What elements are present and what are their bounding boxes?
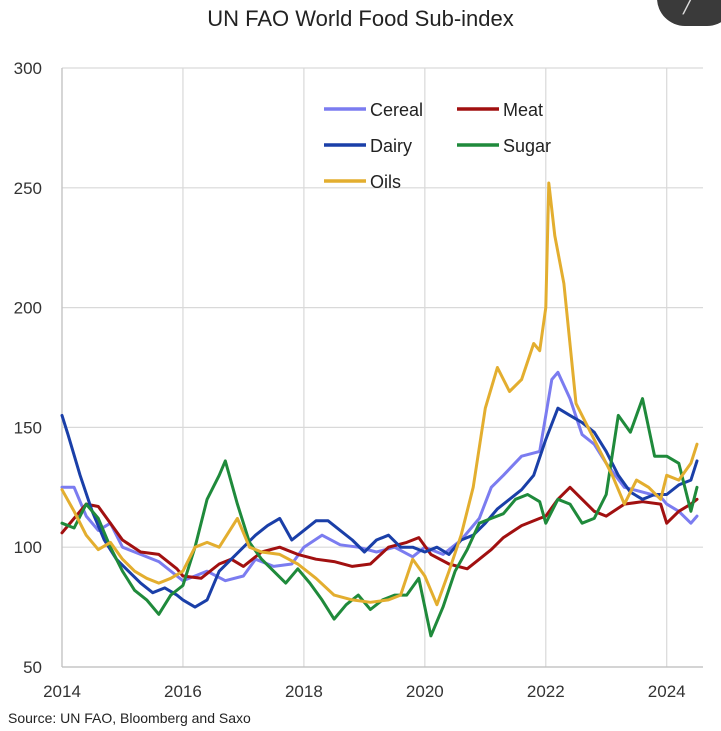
series-line-meat	[60, 485, 699, 580]
x-tick-label: 2020	[406, 682, 444, 701]
legend-label-meat: Meat	[503, 100, 543, 120]
legend-label-dairy: Dairy	[370, 136, 412, 156]
series-line-dairy	[60, 406, 699, 609]
chart-title: UN FAO World Food Sub-index	[207, 6, 514, 31]
y-tick-label: 50	[23, 658, 42, 677]
series-line-cereal	[60, 370, 699, 583]
y-tick-label: 200	[14, 299, 42, 318]
x-tick-label: 2016	[164, 682, 202, 701]
axes: 50 100 150 200 250 300 2014 2016 2018 2020 2022 202…	[14, 59, 703, 701]
x-tick-label: 2018	[285, 682, 323, 701]
legend-label-cereal: Cereal	[370, 100, 423, 120]
grid	[61, 67, 703, 668]
series-line-oils	[60, 181, 699, 607]
more-options-icon: ╱	[683, 0, 694, 14]
series-lines	[60, 181, 699, 638]
y-tick-label: 300	[14, 59, 42, 78]
legend-label-oils: Oils	[370, 172, 401, 192]
y-tick-label: 150	[14, 418, 42, 437]
x-tick-label: 2022	[527, 682, 565, 701]
y-tick-label: 250	[14, 179, 42, 198]
x-tick-label: 2024	[648, 682, 686, 701]
legend-label-sugar: Sugar	[503, 136, 551, 156]
y-tick-label: 100	[14, 538, 42, 557]
x-tick-label: 2014	[43, 682, 81, 701]
legend: Cereal Meat Dairy Sugar Oils	[324, 100, 551, 192]
source-note: Source: UN FAO, Bloomberg and Saxo	[8, 710, 251, 726]
